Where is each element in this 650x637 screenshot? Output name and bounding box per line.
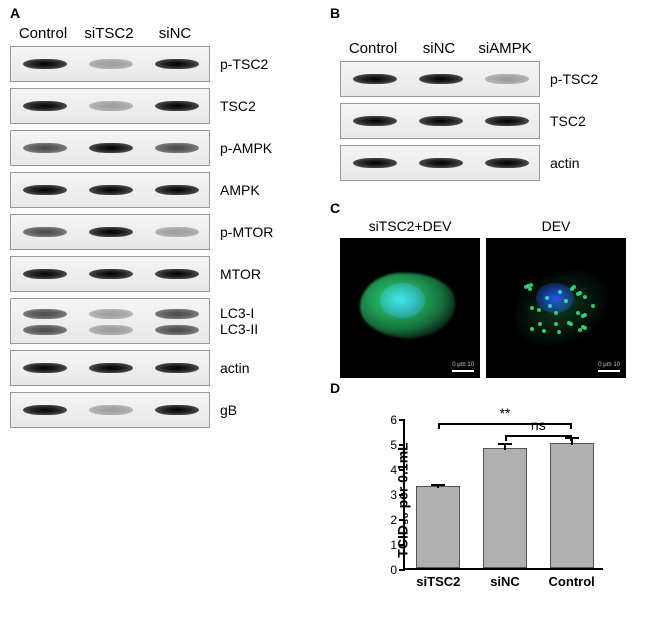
col-hdr: Control: [10, 25, 76, 42]
panel-a: Control siTSC2 siNC p-TSC2 TSC2 p-AMPK AMPK…: [10, 25, 310, 434]
y-tick-label: 3: [390, 488, 397, 502]
microscopy-image: 0 μm 10: [486, 238, 626, 378]
blot-label: p-TSC2: [220, 56, 268, 72]
panel-a-col-headers: Control siTSC2 siNC: [10, 25, 310, 42]
panel-d: TCID₅₀ per 0.1mL 0123456siTSC2siNCContro…: [355, 400, 635, 625]
col-hdr: siTSC2: [76, 25, 142, 42]
micro-label: siTSC2+DEV: [340, 218, 480, 234]
y-tick-label: 1: [390, 538, 397, 552]
blot-row: TSC2: [10, 88, 310, 124]
blot-row: p-TSC2: [340, 61, 640, 97]
y-tick-label: 6: [390, 413, 397, 427]
plot-area: 0123456siTSC2siNCControlns**: [403, 420, 603, 570]
blot-label: LC3-I: [220, 305, 258, 321]
microscopy-image: 0 μm 10: [340, 238, 480, 378]
scalebar-text: 0 μm 10: [452, 362, 474, 368]
panel-b-letter: B: [330, 5, 340, 21]
col-hdr: Control: [340, 40, 406, 57]
blot-label: actin: [220, 360, 250, 376]
blot-label: gB: [220, 402, 237, 418]
bar: [483, 448, 527, 568]
panel-c-letter: C: [330, 200, 340, 216]
blot-row: LC3-ILC3-II: [10, 298, 310, 344]
blot-row: TSC2: [340, 103, 640, 139]
blot-label: p-MTOR: [220, 224, 273, 240]
col-hdr: siAMPK: [472, 40, 538, 57]
significance-label: ns: [531, 417, 546, 433]
panel-b-col-headers: Control siNC siAMPK: [340, 40, 640, 57]
col-hdr: siNC: [406, 40, 472, 57]
blot-row: p-AMPK: [10, 130, 310, 166]
blot-label: TSC2: [220, 98, 256, 114]
blot-label: AMPK: [220, 182, 260, 198]
blot-row: gB: [10, 392, 310, 428]
blot-row: p-TSC2: [10, 46, 310, 82]
col-hdr: siNC: [142, 25, 208, 42]
blot-label: LC3-II: [220, 321, 258, 337]
y-tick-label: 0: [390, 563, 397, 577]
blot-row: MTOR: [10, 256, 310, 292]
panel-a-letter: A: [10, 5, 20, 21]
scalebar-text: 0 μm 10: [598, 362, 620, 368]
blot-label: p-AMPK: [220, 140, 272, 156]
blot-label: MTOR: [220, 266, 261, 282]
y-tick-label: 5: [390, 438, 397, 452]
bar-chart: TCID₅₀ per 0.1mL 0123456siTSC2siNCContro…: [355, 400, 615, 600]
blot-row: p-MTOR: [10, 214, 310, 250]
x-tick-label: Control: [549, 574, 595, 589]
x-tick-label: siNC: [490, 574, 520, 589]
bar: [416, 486, 460, 569]
blot-label: actin: [550, 155, 580, 171]
bar: [550, 443, 594, 568]
blot-row: AMPK: [10, 172, 310, 208]
y-tick-label: 2: [390, 513, 397, 527]
blot-row: actin: [10, 350, 310, 386]
blot-label: TSC2: [550, 113, 586, 129]
panel-b: Control siNC siAMPK p-TSC2 TSC2 actin: [340, 40, 640, 187]
panel-d-letter: D: [330, 380, 340, 396]
panel-c: siTSC2+DEV DEV 0 μm 10 0 μm 10: [340, 218, 626, 378]
y-tick-label: 4: [390, 463, 397, 477]
micro-label: DEV: [486, 218, 626, 234]
blot-label: p-TSC2: [550, 71, 598, 87]
x-tick-label: siTSC2: [416, 574, 460, 589]
significance-label: **: [500, 405, 511, 421]
blot-row: actin: [340, 145, 640, 181]
